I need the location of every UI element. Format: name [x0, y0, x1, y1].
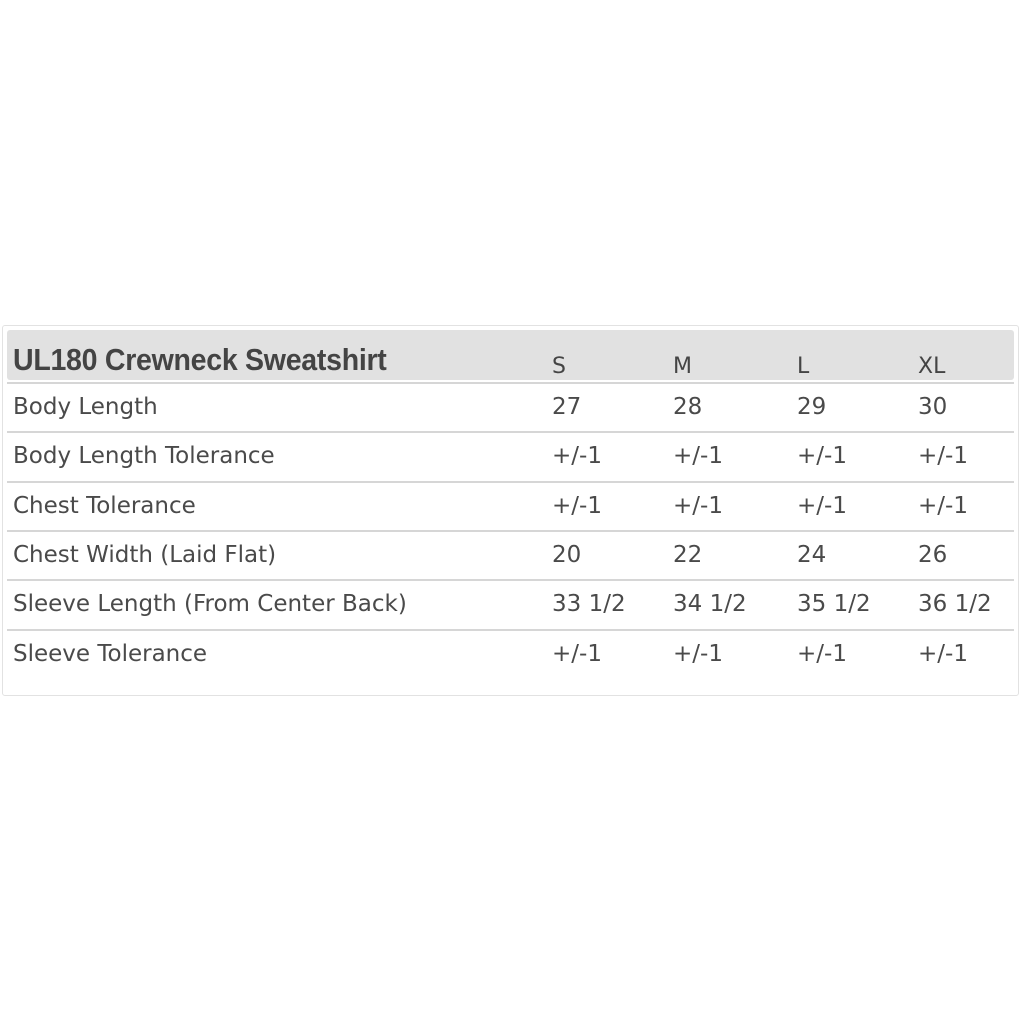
row-value: +/-1 — [918, 492, 968, 519]
row-value: 29 — [797, 394, 827, 420]
row-value: +/-1 — [552, 443, 602, 470]
row-value: 36 1/2 — [918, 591, 992, 618]
size-header-s: S — [552, 354, 566, 379]
row-value: +/-1 — [797, 443, 847, 470]
row-value: +/-1 — [673, 443, 723, 470]
size-chart-table: UL180 Crewneck Sweatshirt S M L XL Body … — [2, 325, 1019, 696]
row-value: 20 — [552, 541, 582, 568]
row-value: +/-1 — [552, 640, 602, 667]
row-label: Sleeve Length (From Center Back) — [13, 591, 407, 618]
table-row: Chest Width (Laid Flat) 20 22 24 26 — [7, 529, 1014, 581]
table-row: Body Length Tolerance +/-1 +/-1 +/-1 +/-1 — [7, 431, 1014, 482]
row-value: 33 1/2 — [552, 591, 626, 618]
table-row: Sleeve Length (From Center Back) 33 1/2 34… — [7, 579, 1014, 630]
row-value: 26 — [918, 541, 948, 568]
table-row: Body Length 27 28 29 30 — [7, 382, 1014, 433]
row-value: +/-1 — [673, 492, 723, 519]
row-value: +/-1 — [797, 492, 847, 519]
row-value: 22 — [673, 541, 703, 568]
row-value: 27 — [552, 394, 582, 420]
row-value: 30 — [918, 394, 948, 420]
row-label: Body Length Tolerance — [13, 443, 275, 470]
table-title: UL180 Crewneck Sweatshirt — [13, 342, 387, 377]
row-value: +/-1 — [918, 443, 968, 470]
size-header-m: M — [673, 354, 692, 379]
row-value: +/-1 — [797, 640, 847, 667]
size-header-xl: XL — [918, 354, 946, 379]
row-label: Chest Width (Laid Flat) — [13, 541, 277, 568]
table-row: Chest Tolerance +/-1 +/-1 +/-1 +/-1 — [7, 480, 1014, 532]
row-value: 24 — [797, 541, 827, 568]
row-value: 28 — [673, 394, 703, 420]
row-label: Body Length — [13, 394, 158, 420]
row-value: 35 1/2 — [797, 591, 871, 618]
table-row: Sleeve Tolerance +/-1 +/-1 +/-1 +/-1 — [7, 628, 1014, 680]
row-label: Sleeve Tolerance — [13, 640, 208, 667]
row-value: +/-1 — [552, 492, 602, 519]
row-value: 34 1/2 — [673, 591, 747, 618]
row-value: +/-1 — [673, 640, 723, 667]
row-label: Chest Tolerance — [13, 492, 196, 519]
size-header-l: L — [797, 354, 810, 379]
table-header: UL180 Crewneck Sweatshirt S M L XL — [7, 330, 1014, 380]
row-value: +/-1 — [918, 640, 968, 667]
